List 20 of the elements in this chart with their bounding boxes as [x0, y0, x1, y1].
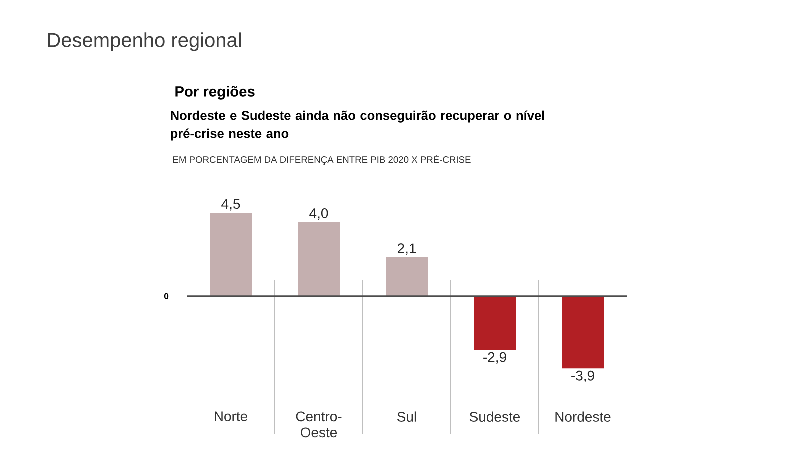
data-label: 4,5 [222, 199, 240, 211]
data-label: -2,9 [484, 352, 506, 364]
x-tick-label: Nordeste [556, 412, 611, 422]
x-tick-label: Sul [398, 412, 416, 422]
x-tick-label: Centro-Oeste [296, 412, 342, 438]
text: EM PORCENTAGEM DA DIFERENÇA ENTRE PIB 2020 X PRÉ-CRISE [173, 154, 471, 166]
data-label: 2,1 [398, 244, 416, 256]
text: Desempenho regional [48, 32, 241, 52]
text: 0 [164, 293, 169, 300]
chart-title: Por regiões [176, 86, 255, 100]
chart-subtitle: Nordeste e Sudeste ainda não conseguirão recuperar o nível pré-crise neste ano [171, 110, 544, 141]
bar [386, 258, 428, 296]
data-label: -3,9 [572, 370, 594, 382]
x-tick-label: Norte [215, 412, 248, 422]
x-tick-label: Sudeste [470, 412, 520, 422]
bar [474, 296, 516, 350]
data-label: 4,0 [310, 208, 328, 220]
bar [298, 222, 340, 296]
bar [210, 213, 252, 296]
bar [562, 296, 604, 369]
